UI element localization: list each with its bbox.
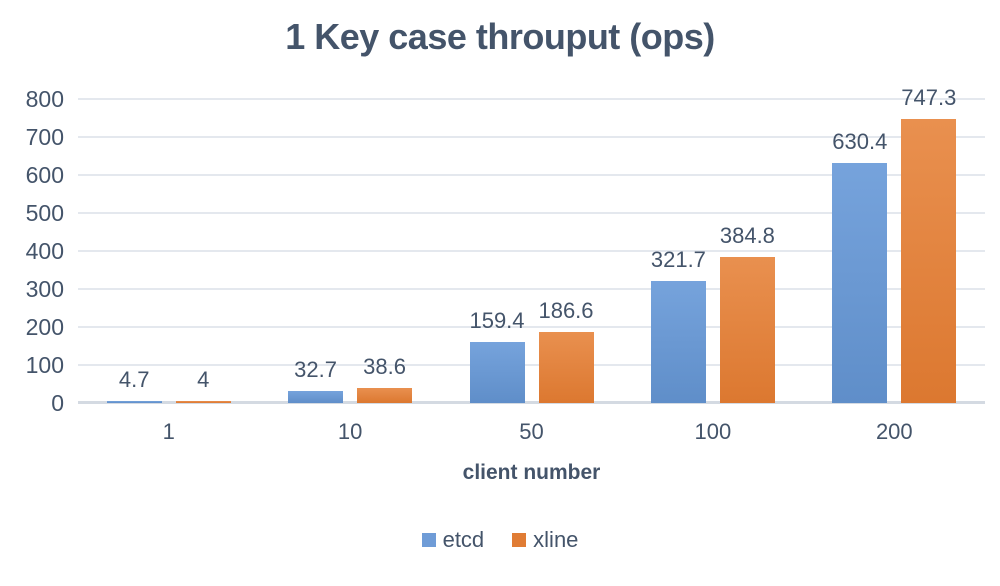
bar-value-label: 159.4 (469, 308, 525, 334)
gridline (78, 174, 985, 176)
legend-item-xline: xline (512, 527, 578, 553)
bar-value-label: 747.3 (901, 85, 957, 111)
x-axis-tick-label: 10 (337, 419, 363, 444)
legend-item-etcd: etcd (421, 527, 485, 553)
bar-etcd (106, 401, 162, 403)
y-axis-tick-label: 500 (25, 200, 64, 226)
y-axis-tick-label: 800 (25, 86, 64, 112)
legend-label-etcd: etcd (442, 527, 485, 552)
legend-label-xline: xline (533, 527, 579, 552)
gridline (78, 250, 985, 252)
bar-value-label: 38.6 (363, 354, 407, 380)
gridline (78, 401, 985, 404)
bar-etcd (832, 163, 888, 403)
x-axis-tick-label: 200 (875, 419, 913, 444)
bar-xline (175, 401, 231, 403)
x-axis-tick-label: 100 (694, 419, 732, 444)
x-axis-tick-label: 1 (162, 419, 175, 444)
gridline (78, 98, 985, 100)
bar-etcd (650, 280, 706, 403)
bar-etcd (469, 342, 525, 403)
gridline (78, 136, 985, 138)
legend-swatch-xline (512, 533, 527, 547)
bar-etcd (288, 390, 344, 403)
y-axis-tick-label: 0 (51, 390, 64, 416)
bar-xline (357, 388, 413, 403)
gridline (78, 326, 985, 328)
y-axis-tick-label: 100 (25, 352, 64, 378)
chart-title: 1 Key case throuput (ops) (285, 16, 715, 57)
legend-swatch-etcd (421, 533, 436, 547)
plot-area: 0 100 200 300 400 500 600 700 800 1 4.7 4 10 32.7 38.6… (26, 85, 985, 444)
y-axis-tick-label: 200 (25, 314, 64, 340)
gridline (78, 212, 985, 214)
gridline (78, 364, 985, 366)
y-axis-tick-label: 600 (25, 162, 64, 188)
bar-value-label: 384.8 (719, 222, 775, 248)
legend: etcd xline (0, 527, 1000, 553)
bar-value-label: 4 (197, 367, 210, 393)
y-axis-tick-label: 700 (25, 124, 64, 150)
y-axis-tick-label: 300 (25, 276, 64, 302)
bar-value-label: 630.4 (832, 129, 888, 155)
bar-xline (719, 256, 775, 403)
bar-xline (538, 332, 594, 403)
x-axis-title: client number (462, 461, 601, 484)
x-axis-tick-label: 50 (519, 419, 544, 444)
bar-value-label: 186.6 (538, 298, 594, 324)
bar-value-label: 321.7 (650, 246, 706, 272)
bar-value-label: 4.7 (118, 367, 150, 393)
bar-value-label: 32.7 (294, 356, 338, 382)
y-axis-tick-label: 400 (25, 238, 64, 264)
gridline (78, 288, 985, 290)
bar-xline (901, 119, 957, 403)
